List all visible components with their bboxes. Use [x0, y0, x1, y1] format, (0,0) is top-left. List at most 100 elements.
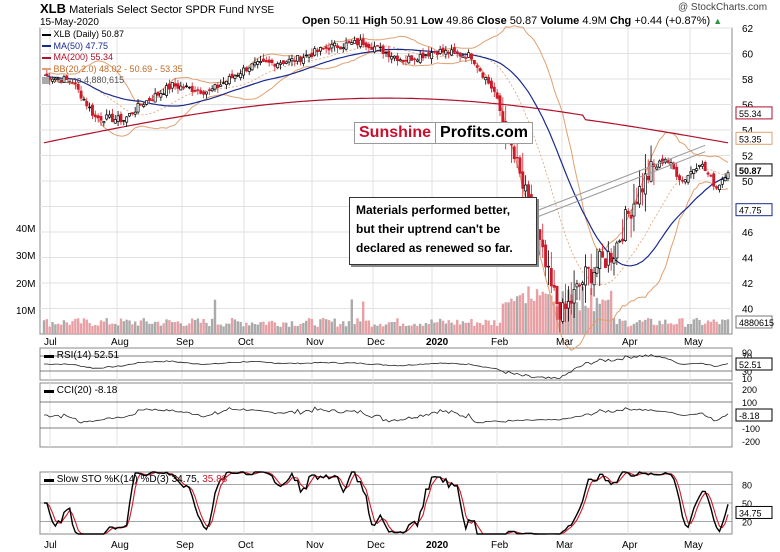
- candle-body: [347, 40, 351, 43]
- callout-line: Materials performed better,: [356, 203, 511, 217]
- legend-item-ma50: MA(50) 47.75: [42, 41, 183, 53]
- candle-body: [159, 93, 163, 98]
- y-tick-label: 56: [742, 101, 754, 112]
- volume-bar: [681, 318, 684, 334]
- volume-bar: [353, 324, 356, 334]
- volume-bar: [205, 322, 208, 334]
- candle-body: [549, 268, 553, 287]
- volume-bar: [478, 323, 482, 334]
- candle-body: [182, 86, 186, 89]
- volume-bar: [273, 322, 277, 334]
- candle-body: [242, 67, 245, 76]
- volume-tick-label: 20M: [16, 279, 35, 290]
- volume-bar: [242, 326, 245, 334]
- candle-body: [153, 93, 157, 103]
- volume-bar: [501, 303, 505, 334]
- callout-text: Materials performed better, but their up…: [356, 201, 534, 258]
- candle-body: [407, 55, 411, 64]
- candle-body: [156, 91, 160, 96]
- volume-bar: [51, 321, 54, 334]
- candle-body: [307, 54, 311, 58]
- candle-body: [273, 63, 277, 67]
- volume-bar: [421, 325, 425, 334]
- candle-body: [79, 90, 83, 99]
- candle-body: [595, 266, 599, 274]
- chart-date: 15-May-2020: [40, 17, 99, 28]
- candle-body: [216, 84, 220, 88]
- volume-bar: [578, 310, 581, 334]
- volume-bar: [91, 326, 94, 334]
- candle-body: [190, 86, 194, 92]
- volume-bar: [438, 318, 442, 334]
- candle-body: [128, 113, 131, 117]
- candle-body: [478, 68, 482, 72]
- volume-bar: [191, 318, 194, 334]
- volume-bar: [647, 318, 650, 334]
- candle-body: [495, 92, 499, 99]
- volume-bar: [259, 322, 262, 334]
- candle-body: [706, 172, 710, 175]
- volume-bar: [282, 322, 285, 334]
- cci-line: [44, 406, 729, 424]
- volume-bar: [461, 321, 465, 334]
- volume-bar: [621, 320, 624, 334]
- volume-bar: [530, 298, 533, 334]
- quote-row: Open 50.11 High 50.91 Low 49.86 Close 50…: [302, 15, 722, 27]
- candle-body: [527, 184, 530, 198]
- candle-body: [65, 75, 69, 80]
- volume-bar: [262, 321, 265, 334]
- volume-bar: [305, 320, 308, 334]
- candle-body: [136, 102, 140, 113]
- volume-bar: [470, 319, 473, 334]
- volume-bar: [547, 294, 550, 334]
- volume-bar: [324, 319, 328, 334]
- candle-body: [113, 119, 117, 124]
- volume-bar: [199, 322, 202, 334]
- candle-body: [356, 38, 359, 46]
- candle-body: [76, 84, 80, 90]
- volume-bar: [285, 322, 288, 334]
- candle-body: [564, 303, 568, 310]
- volume-bar: [664, 319, 667, 334]
- x-tick-label-bottom: Sep: [176, 540, 194, 551]
- candle-body: [572, 289, 576, 304]
- chg-label: Chg: [609, 15, 632, 27]
- x-tick-label: Apr: [622, 337, 638, 348]
- volume-bar: [222, 326, 225, 334]
- candle-body: [219, 84, 223, 87]
- candle-body: [344, 42, 348, 50]
- candle-body: [227, 76, 231, 85]
- candle-body: [304, 54, 308, 57]
- volume-bar: [134, 321, 137, 334]
- volume-tick-label: 10M: [16, 306, 35, 317]
- grid-lines: [40, 27, 732, 534]
- candle-body: [85, 100, 89, 107]
- candle-body: [546, 265, 550, 268]
- volume-bar: [216, 324, 220, 334]
- volume-bar: [493, 320, 496, 334]
- candle-body: [71, 82, 74, 84]
- candle-body: [45, 73, 49, 76]
- candle-body: [401, 59, 405, 63]
- value-tag-box: [735, 106, 773, 120]
- candle-body: [444, 50, 448, 55]
- candle-body: [461, 55, 465, 58]
- x-tick-label-bottom: Oct: [238, 540, 254, 551]
- volume-bar: [595, 297, 599, 334]
- volume-bar: [176, 321, 180, 334]
- volume-label: Volume: [540, 15, 580, 27]
- volume-bar: [108, 324, 111, 334]
- logo-part-2: Profits.com: [436, 122, 534, 144]
- volume-bar: [168, 320, 171, 334]
- candle-body: [541, 239, 545, 248]
- candle-body: [167, 83, 171, 90]
- volume-bar: [256, 324, 259, 334]
- candle-body: [586, 266, 590, 269]
- volume-bar: [71, 321, 74, 334]
- candle-body: [418, 54, 422, 63]
- volume-bar: [79, 323, 83, 334]
- volume-bar: [122, 321, 125, 334]
- cci-tick-label: 100: [742, 398, 757, 408]
